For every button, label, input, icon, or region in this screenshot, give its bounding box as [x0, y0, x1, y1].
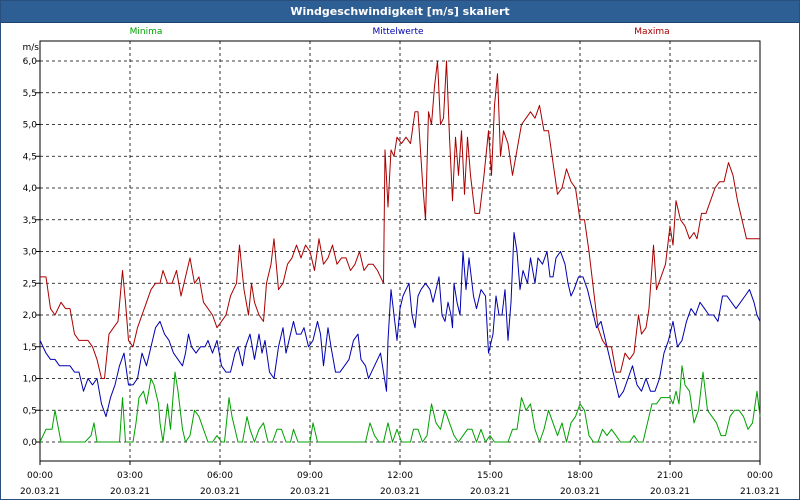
- x-tick-label-time: 15:00: [477, 471, 503, 481]
- x-tick-label-time: 18:00: [567, 471, 593, 481]
- x-tick-label-date: 20.03.21: [200, 487, 240, 497]
- y-tick-label: 1,5: [23, 343, 37, 353]
- series-line-maxima: [40, 60, 760, 379]
- y-tick-label: 0,0: [23, 438, 38, 448]
- y-tick-label: 3,5: [23, 216, 37, 226]
- legend-item-mittelwerte: Mittelwerte: [372, 27, 423, 37]
- y-tick-label: 1,0: [23, 375, 38, 385]
- y-tick-label: 5,5: [23, 89, 37, 99]
- x-tick-label-time: 00:00: [747, 471, 773, 481]
- x-tick-label-date: 20.03.21: [560, 487, 600, 497]
- x-tick-label-date: 20.03.21: [380, 487, 420, 497]
- legend-item-maxima: Maxima: [634, 27, 669, 37]
- x-tick-label-time: 12:00: [387, 471, 413, 481]
- y-tick-label: 0,5: [23, 406, 37, 416]
- series-line-mittelwerte: [39, 232, 761, 418]
- x-tick-label-date: 20.03.21: [20, 487, 60, 497]
- y-tick-label: 2,5: [23, 279, 37, 289]
- series-line-minima: [39, 365, 761, 443]
- y-tick-label: 5,0: [23, 121, 38, 131]
- y-tick-label: 4,0: [23, 184, 38, 194]
- x-tick-label-time: 09:00: [297, 471, 323, 481]
- window-title: Windgeschwindigkeit [m/s] skaliert: [1, 1, 799, 23]
- x-tick-label-date: 20.03.21: [110, 487, 150, 497]
- x-tick-label-date: 21.03.21: [740, 487, 780, 497]
- x-tick-label-date: 20.03.21: [650, 487, 690, 497]
- x-tick-label-time: 03:00: [117, 471, 143, 481]
- y-axis-label: m/s: [23, 43, 40, 53]
- x-tick-label-time: 00:00: [27, 471, 53, 481]
- x-tick-label-date: 20.03.21: [470, 487, 510, 497]
- y-tick-label: 4,5: [23, 152, 37, 162]
- x-tick-label-time: 21:00: [657, 471, 683, 481]
- y-tick-label: 2,0: [23, 311, 38, 321]
- y-tick-label: 6,0: [23, 57, 38, 67]
- x-tick-label-time: 06:00: [207, 471, 233, 481]
- x-tick-label-date: 20.03.21: [290, 487, 330, 497]
- y-tick-label: 3,0: [23, 248, 38, 258]
- legend-item-minima: Minima: [130, 27, 163, 37]
